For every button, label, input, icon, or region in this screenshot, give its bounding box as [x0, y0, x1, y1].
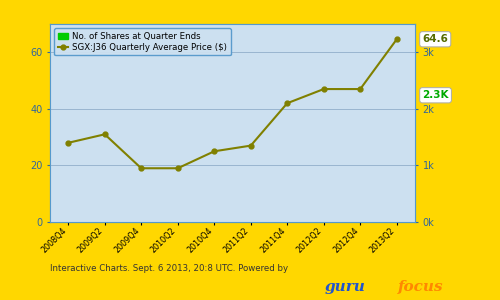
- Bar: [128, 93, 155, 222]
- Bar: [274, 94, 301, 222]
- Text: focus: focus: [398, 280, 443, 294]
- Bar: [200, 94, 228, 222]
- Text: 2.3K: 2.3K: [422, 90, 449, 100]
- Bar: [310, 94, 338, 222]
- Bar: [383, 95, 410, 222]
- Bar: [237, 94, 264, 222]
- Bar: [346, 94, 374, 222]
- Bar: [54, 89, 82, 222]
- Bar: [91, 89, 118, 222]
- Legend: No. of Shares at Quarter Ends, SGX:J36 Quarterly Average Price ($): No. of Shares at Quarter Ends, SGX:J36 Q…: [54, 28, 231, 55]
- Bar: [164, 94, 192, 222]
- Text: guru: guru: [325, 280, 366, 294]
- Text: 64.6: 64.6: [422, 34, 448, 44]
- Text: Interactive Charts. Sept. 6 2013, 20:8 UTC. Powered by: Interactive Charts. Sept. 6 2013, 20:8 U…: [50, 264, 288, 273]
